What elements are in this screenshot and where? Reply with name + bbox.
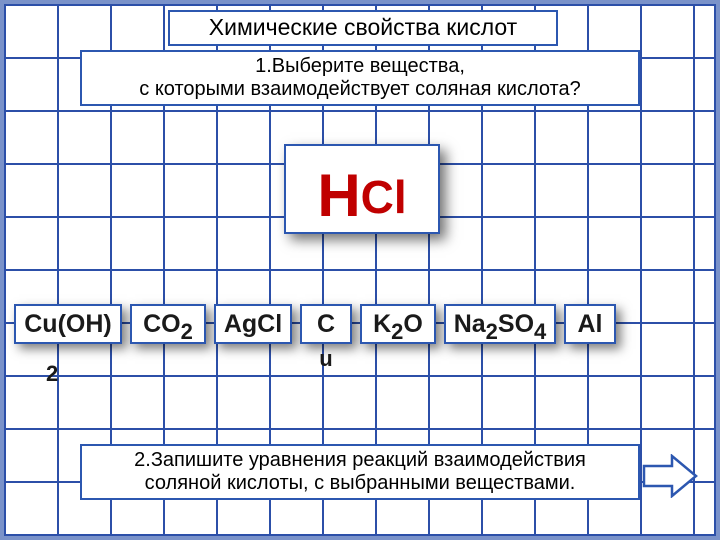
question-2-line-2: соляной кислоты, с выбранными веществами…: [145, 472, 576, 495]
substance-button[interactable]: Cu(OH)2: [14, 304, 122, 344]
question-2-box: 2.Запишите уравнения реакций взаимодейст…: [80, 444, 640, 500]
subscript: 4: [534, 319, 546, 345]
formula-text: O: [403, 310, 422, 339]
arrow-right-icon: [642, 454, 698, 498]
substance-button[interactable]: Cu: [300, 304, 352, 344]
subscript: 2: [181, 319, 193, 345]
slide: Химические свойства кислот 1.Выберите ве…: [0, 0, 720, 540]
question-1-box: 1.Выберите вещества, с которыми взаимоде…: [80, 50, 640, 106]
formula-text: Cu(OH): [24, 310, 111, 339]
question-1-line-1: 1.Выберите вещества,: [255, 55, 465, 78]
question-1-line-2: с которыми взаимодействует соляная кисло…: [139, 78, 580, 101]
formula-text-overflow: u: [319, 346, 332, 372]
formula-text: CO: [143, 310, 181, 339]
next-button[interactable]: [642, 454, 698, 498]
formula-part-1: Н: [317, 172, 360, 220]
question-2-line-1: 2.Запишите уравнения реакций взаимодейст…: [134, 449, 586, 472]
formula-text: Al: [578, 310, 603, 339]
title-box: Химические свойства кислот: [168, 10, 558, 46]
formula-text: K: [373, 310, 391, 339]
substance-button[interactable]: CO2: [130, 304, 206, 344]
subscript: 2: [391, 319, 403, 345]
substance-button[interactable]: Al: [564, 304, 616, 344]
page-title: Химические свойства кислот: [209, 15, 517, 40]
subscript: 2: [46, 361, 58, 387]
formula-text: AgCl: [224, 310, 282, 339]
formula-text: SO: [498, 310, 534, 339]
substance-button[interactable]: K2O: [360, 304, 436, 344]
substance-button[interactable]: AgCl: [214, 304, 292, 344]
formula-text: C: [317, 310, 335, 339]
formula-text: Na: [454, 310, 486, 339]
subscript: 2: [486, 319, 498, 345]
substance-button[interactable]: Na2SO4: [444, 304, 556, 344]
substance-row: Cu(OH)2CO2AgClCuK2ONa2SO4Al: [14, 304, 706, 344]
central-formula-box: НCl: [284, 144, 440, 234]
formula-part-2: Cl: [361, 177, 407, 220]
